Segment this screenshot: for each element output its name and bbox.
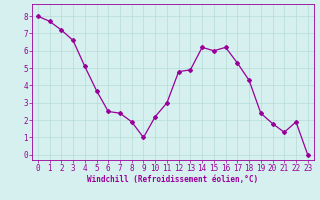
X-axis label: Windchill (Refroidissement éolien,°C): Windchill (Refroidissement éolien,°C) — [87, 175, 258, 184]
